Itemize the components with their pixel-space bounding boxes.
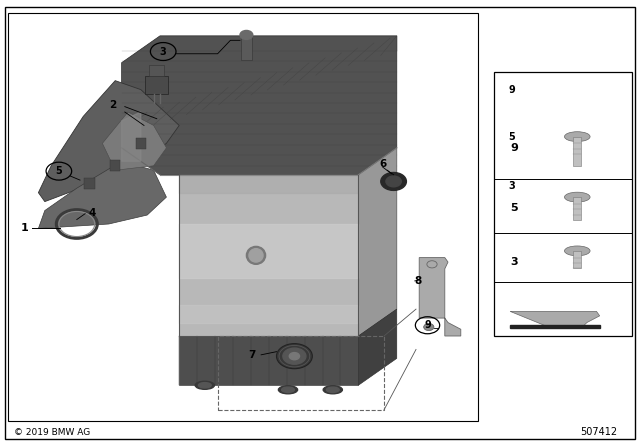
Ellipse shape: [246, 246, 266, 264]
Ellipse shape: [564, 192, 590, 202]
Polygon shape: [510, 311, 600, 326]
Circle shape: [386, 176, 401, 187]
Ellipse shape: [564, 132, 590, 142]
Bar: [84, 178, 95, 189]
Bar: [145, 76, 168, 94]
Polygon shape: [179, 175, 358, 336]
Polygon shape: [38, 161, 166, 228]
Text: 7: 7: [248, 350, 256, 360]
Ellipse shape: [282, 387, 294, 392]
Circle shape: [424, 323, 434, 331]
Bar: [573, 197, 581, 220]
Polygon shape: [179, 224, 358, 278]
Bar: [573, 137, 581, 166]
Ellipse shape: [278, 386, 298, 394]
Ellipse shape: [249, 249, 263, 262]
Text: 5: 5: [508, 132, 515, 142]
Polygon shape: [419, 258, 461, 336]
Polygon shape: [358, 309, 397, 385]
Bar: [241, 36, 252, 60]
Bar: [136, 138, 146, 149]
Bar: [8, 13, 478, 421]
Text: 9: 9: [510, 143, 518, 153]
Ellipse shape: [323, 386, 342, 394]
Text: 507412: 507412: [580, 427, 617, 437]
Ellipse shape: [326, 387, 339, 392]
Polygon shape: [122, 112, 141, 161]
Bar: [149, 65, 164, 76]
Text: © 2019 BMW AG: © 2019 BMW AG: [14, 428, 90, 437]
Bar: [494, 72, 632, 336]
Text: 1: 1: [21, 224, 29, 233]
Ellipse shape: [195, 381, 214, 389]
Polygon shape: [179, 305, 358, 323]
Polygon shape: [122, 36, 397, 175]
Circle shape: [289, 353, 300, 360]
Circle shape: [283, 348, 306, 364]
Text: 6: 6: [379, 159, 386, 169]
Bar: [218, 336, 384, 410]
Circle shape: [276, 344, 312, 369]
Text: 3: 3: [160, 47, 166, 56]
Bar: [573, 251, 581, 268]
Polygon shape: [102, 112, 166, 170]
Text: 9: 9: [424, 320, 431, 330]
Text: 2: 2: [109, 100, 116, 110]
Ellipse shape: [198, 383, 211, 388]
Text: 4: 4: [88, 208, 96, 218]
Ellipse shape: [564, 246, 590, 256]
Polygon shape: [38, 81, 179, 202]
Text: 3: 3: [508, 181, 515, 191]
Polygon shape: [358, 148, 397, 336]
Circle shape: [240, 30, 253, 39]
Bar: [510, 325, 600, 328]
Circle shape: [381, 172, 406, 190]
Polygon shape: [179, 336, 358, 385]
Text: 9: 9: [508, 85, 515, 95]
Text: 8: 8: [415, 276, 422, 286]
Text: 5: 5: [56, 166, 62, 176]
Bar: [110, 160, 120, 171]
Text: 3: 3: [510, 257, 518, 267]
Polygon shape: [179, 175, 358, 193]
Text: 5: 5: [510, 203, 518, 213]
